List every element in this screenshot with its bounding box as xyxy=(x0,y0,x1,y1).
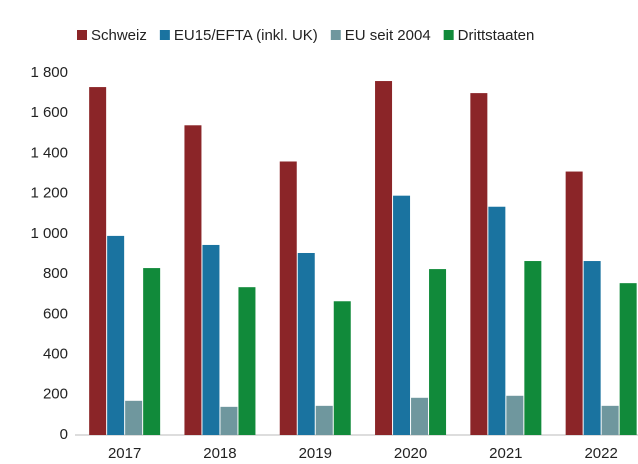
x-tick-label: 2022 xyxy=(584,445,617,462)
bar xyxy=(429,269,447,435)
x-tick-label: 2017 xyxy=(108,445,141,462)
bar xyxy=(297,252,315,435)
legend-swatch xyxy=(159,30,170,40)
bar xyxy=(238,287,256,435)
bar xyxy=(220,406,238,435)
bar xyxy=(506,395,524,435)
bar xyxy=(375,81,393,436)
y-tick-label: 1 600 xyxy=(30,104,68,121)
bar xyxy=(601,405,619,435)
y-tick-label: 200 xyxy=(43,386,68,403)
y-tick-label: 400 xyxy=(43,346,68,363)
bar xyxy=(315,405,333,435)
bar xyxy=(89,87,107,436)
bar xyxy=(125,400,143,435)
bar xyxy=(583,261,601,435)
legend-swatch xyxy=(443,30,454,40)
bar xyxy=(107,235,125,435)
y-tick-label: 1 000 xyxy=(30,225,68,242)
legend-label: EU15/EFTA (inkl. UK) xyxy=(174,27,318,44)
bar xyxy=(333,301,351,435)
x-tick-label: 2018 xyxy=(203,445,236,462)
bar xyxy=(143,268,161,435)
bar xyxy=(524,261,542,435)
y-tick-label: 1 400 xyxy=(30,144,68,161)
y-tick-label: 800 xyxy=(43,265,68,282)
bar xyxy=(279,161,297,435)
bar xyxy=(202,244,220,435)
bar xyxy=(470,93,488,435)
legend-label: Schweiz xyxy=(91,27,147,44)
y-tick-label: 0 xyxy=(60,426,68,443)
x-tick-label: 2019 xyxy=(299,445,332,462)
legend-swatch xyxy=(77,30,87,40)
bar xyxy=(393,195,411,435)
y-tick-label: 1 200 xyxy=(30,185,68,202)
legend-label: Drittstaaten xyxy=(458,27,535,44)
legend-label: EU seit 2004 xyxy=(345,27,431,44)
x-tick-label: 2020 xyxy=(394,445,427,462)
x-tick-label: 2021 xyxy=(489,445,522,462)
bar xyxy=(565,171,583,436)
legend-swatch xyxy=(330,30,341,40)
bar xyxy=(488,206,506,435)
y-tick-label: 1 800 xyxy=(30,64,68,81)
y-tick-label: 600 xyxy=(43,305,68,322)
bar xyxy=(619,283,637,435)
bar xyxy=(411,397,429,435)
bar xyxy=(184,125,202,436)
